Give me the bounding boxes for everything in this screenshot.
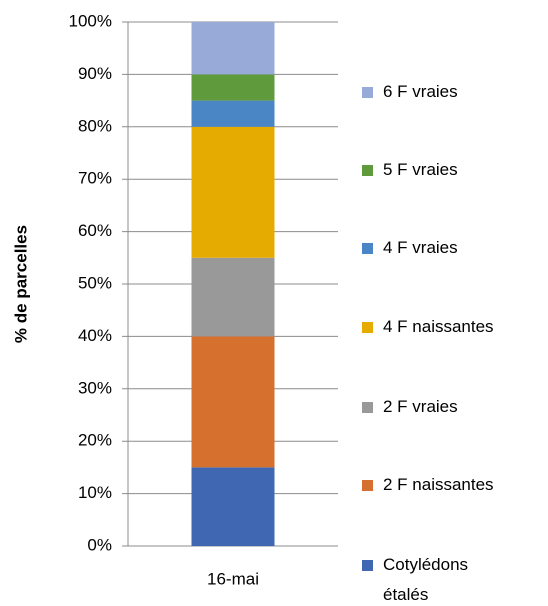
legend-swatch	[362, 322, 373, 333]
y-tick-label: 10%	[78, 483, 112, 502]
bar-segment	[191, 257, 275, 337]
legend-item: 5 F vraies	[362, 155, 542, 185]
y-tick-label: 70%	[78, 169, 112, 188]
bar-segment	[191, 100, 275, 127]
legend-swatch	[362, 402, 373, 413]
legend-label: Cotylédons étalés	[383, 555, 469, 604]
x-tick-label: 16-mai	[207, 569, 259, 588]
legend-label: 2 F naissantes	[383, 475, 494, 494]
y-tick-label: 40%	[78, 326, 112, 345]
legend-label: 6 F vraies	[383, 82, 458, 101]
bar-segment	[191, 336, 275, 468]
legend-swatch	[362, 480, 373, 491]
bar-segment	[191, 74, 275, 101]
y-tick-label: 80%	[78, 116, 112, 135]
y-tick-label: 90%	[78, 64, 112, 83]
bar-segment	[191, 22, 275, 75]
legend-swatch	[362, 560, 373, 571]
legend-swatch	[362, 87, 373, 98]
legend-swatch	[362, 165, 373, 176]
legend-item: 4 F vraies	[362, 233, 542, 263]
legend-item: 6 F vraies	[362, 77, 542, 107]
legend-swatch	[362, 243, 373, 254]
legend-item: 2 F naissantes	[362, 470, 542, 500]
legend-label: 4 F naissantes	[383, 317, 494, 336]
bar-segment	[191, 467, 275, 546]
legend-label: 5 F vraies	[383, 160, 458, 179]
y-tick-label: 0%	[87, 535, 112, 554]
legend-item: Cotylédons étalés	[362, 550, 542, 606]
bar-segment	[191, 126, 275, 258]
legend-item: 2 F vraies	[362, 392, 542, 422]
legend-label: 2 F vraies	[383, 397, 458, 416]
y-tick-label: 100%	[69, 11, 112, 30]
legend-item: 4 F naissantes	[362, 312, 542, 342]
y-axis-label: % de parcelles	[11, 225, 30, 343]
y-tick-label: 60%	[78, 221, 112, 240]
y-tick-label: 30%	[78, 378, 112, 397]
legend-label: 4 F vraies	[383, 238, 458, 257]
y-tick-label: 50%	[78, 273, 112, 292]
y-tick-label: 20%	[78, 431, 112, 450]
